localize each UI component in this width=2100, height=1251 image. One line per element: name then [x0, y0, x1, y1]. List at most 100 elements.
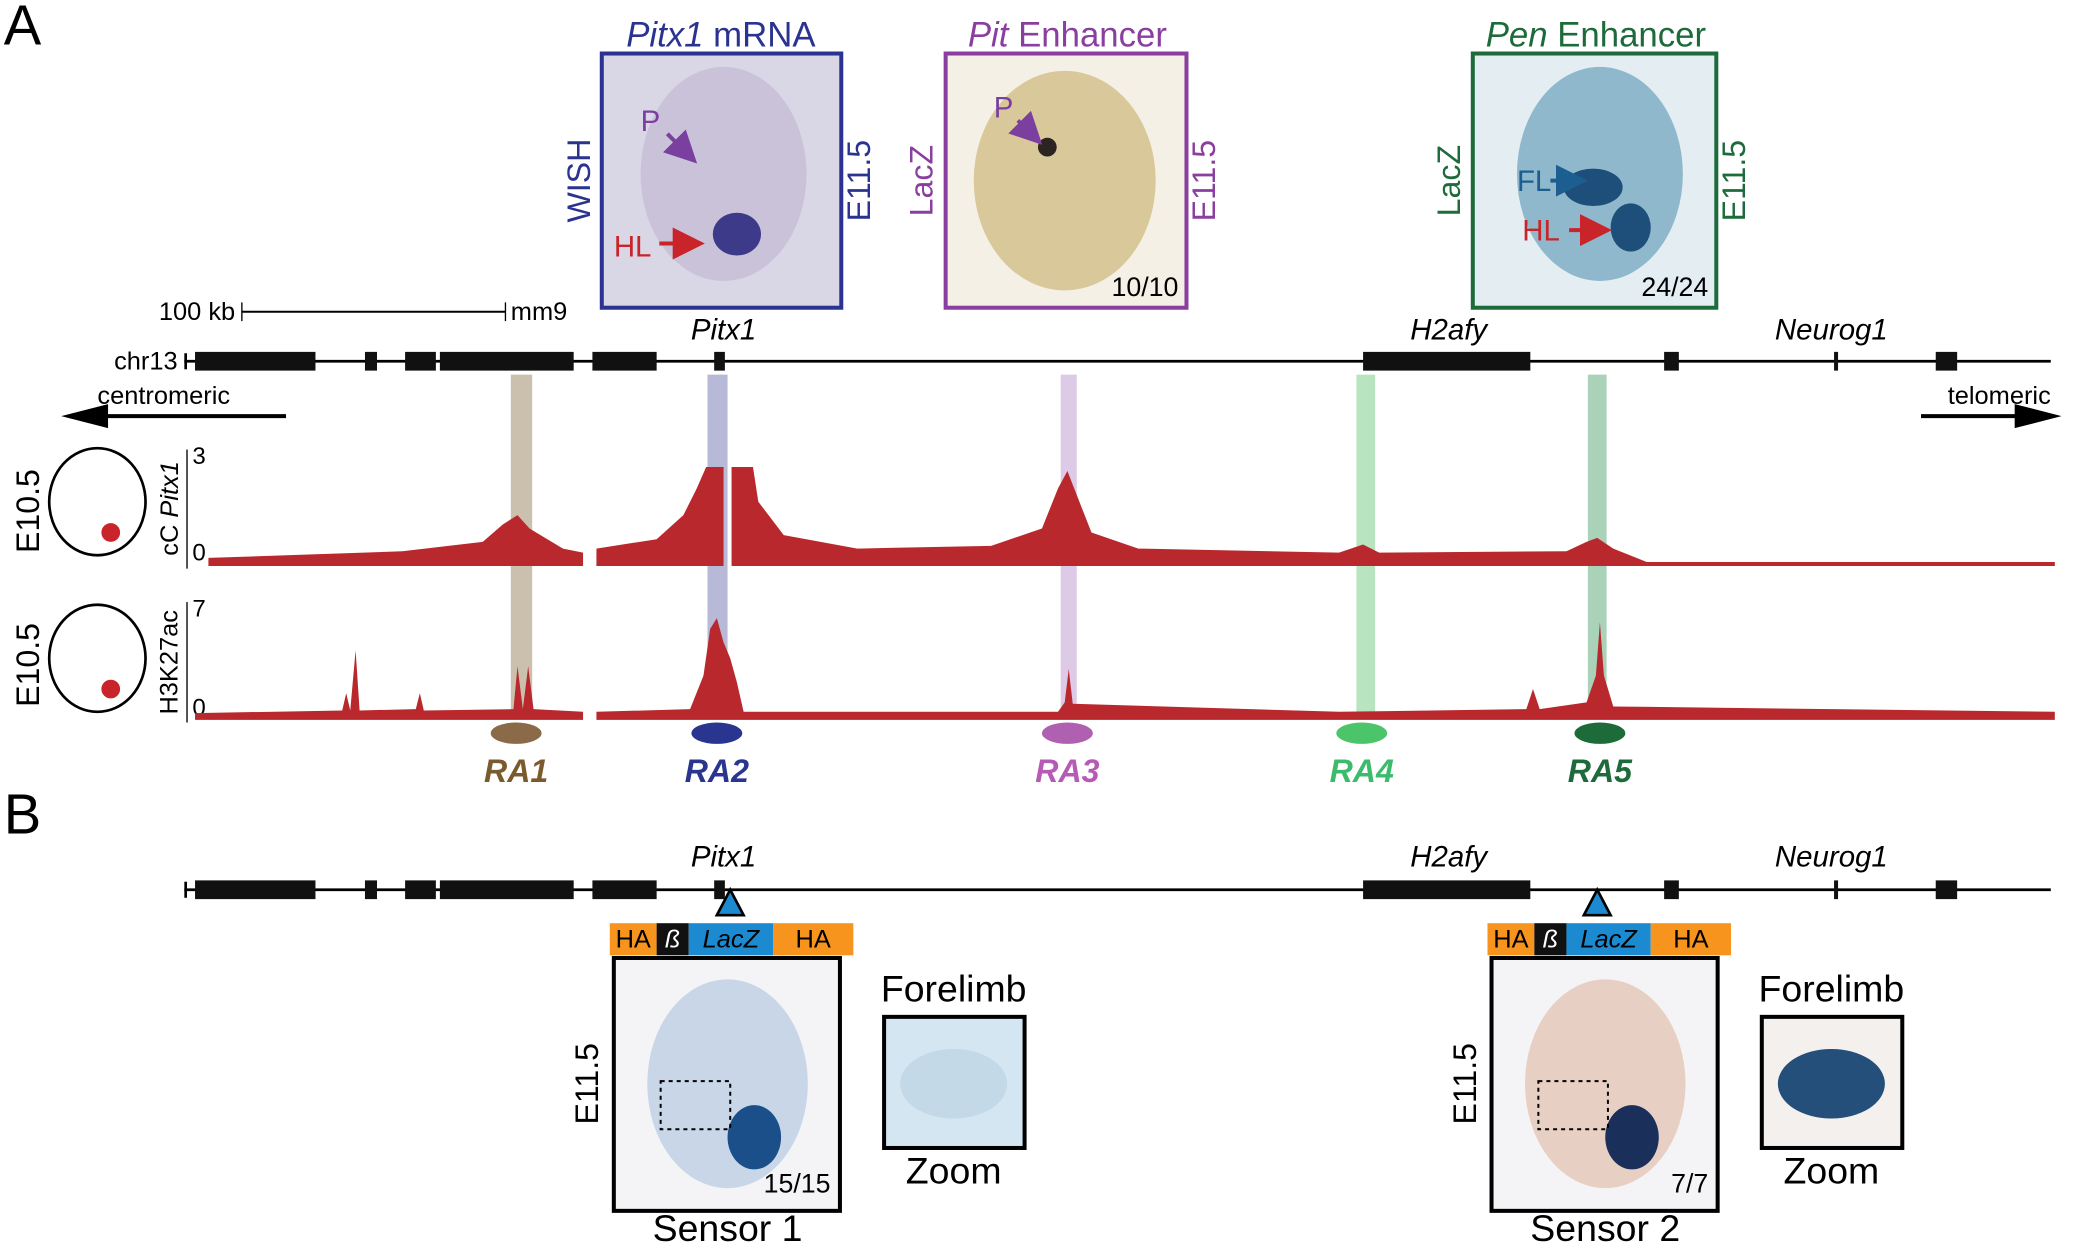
- gene-track: [184, 880, 2051, 900]
- gene-block: [1935, 880, 1958, 900]
- embryo: [1524, 979, 1686, 1189]
- image-title: Pit Enhancer: [968, 17, 1167, 55]
- stain: [1610, 203, 1651, 252]
- direction-label: telomeric: [1948, 382, 2051, 410]
- arrow: [663, 129, 698, 164]
- gene-label: Pitx1: [691, 841, 756, 874]
- embryo-icon: [101, 523, 121, 542]
- title-text: Enhancer: [1548, 17, 1706, 55]
- panel-label: A: [4, 0, 42, 56]
- title-italic: Pitx1: [626, 17, 703, 55]
- arrow-label: FL: [1517, 165, 1551, 198]
- gene-block: [592, 880, 657, 900]
- gene-label: H2afy: [1410, 314, 1489, 347]
- insertion-site: [714, 886, 746, 917]
- count: 24/24: [1641, 272, 1708, 302]
- construct-part: [688, 923, 774, 956]
- direction-arrow: [2014, 404, 2062, 429]
- gene-block: [405, 351, 436, 371]
- region-band: [1356, 374, 1376, 716]
- side-label: LacZ: [904, 145, 940, 216]
- track-tick: 3: [192, 443, 205, 470]
- image-panel: Pen Enhancer LacZ E11.5 FL HL 24/24: [1431, 17, 1752, 310]
- stain: [1605, 1105, 1659, 1170]
- title-italic: Pit: [968, 17, 1010, 55]
- stain: [727, 1105, 782, 1170]
- region-marker: [1574, 722, 1626, 744]
- track: E10.5 H3K27ac 7 0: [10, 595, 2055, 723]
- region-label: RA3: [1035, 753, 1099, 789]
- arrow-label: P: [641, 105, 661, 138]
- sensor-name: Sensor 2: [1530, 1207, 1680, 1249]
- title-text: Enhancer: [1008, 17, 1166, 55]
- gene-block: [1363, 351, 1531, 371]
- arrow-label: HL: [614, 231, 652, 264]
- zoom-limb: [900, 1048, 1008, 1119]
- construct-label: ß: [665, 925, 681, 953]
- construct-part: [1534, 923, 1567, 956]
- embryo: [640, 66, 807, 281]
- gene-label: H2afy: [1410, 841, 1489, 874]
- construct-label: ß: [1543, 925, 1559, 953]
- stage-label: E10.5: [10, 469, 46, 553]
- construct-part: [609, 923, 657, 956]
- side-label: WISH: [561, 139, 597, 223]
- arrow-label: HL: [1522, 215, 1560, 248]
- region-label: RA5: [1568, 753, 1633, 789]
- assembly-label: mm9: [511, 298, 567, 326]
- chromosome-label: chr13: [114, 347, 178, 375]
- side-label: LacZ: [1431, 145, 1467, 216]
- construct-part: [1650, 923, 1732, 956]
- gene-block: [195, 880, 316, 900]
- gene-track: [184, 351, 2051, 371]
- signal: [208, 466, 2055, 566]
- zoom-label: Zoom: [1783, 1149, 1879, 1191]
- title-italic: Pen: [1486, 17, 1548, 55]
- embryo-icon: [101, 679, 121, 699]
- direction-arrow: [61, 404, 109, 429]
- gene-block: [405, 880, 436, 900]
- zoom-title: Forelimb: [1759, 967, 1905, 1009]
- zoom-box: [659, 1080, 732, 1131]
- panel-label: B: [4, 783, 41, 846]
- gene-label: Neurog1: [1775, 841, 1888, 874]
- side-label: E11.5: [1186, 140, 1222, 222]
- insertion-site: [1581, 886, 1613, 917]
- gene-block: [439, 880, 574, 900]
- construct-label: HA: [1493, 925, 1528, 953]
- stain: [1563, 168, 1623, 207]
- gene-block: [1664, 351, 1679, 371]
- construct-label: LacZ: [1580, 925, 1638, 953]
- gene-block: [1834, 351, 1839, 371]
- construct-part: [1487, 923, 1535, 956]
- gene-block: [364, 351, 378, 371]
- count: 15/15: [764, 1169, 831, 1199]
- embryo-icon: [47, 446, 147, 557]
- image-title: Pen Enhancer: [1486, 17, 1706, 55]
- construct-part: [656, 923, 689, 956]
- embryo: [647, 979, 808, 1189]
- gene-label: Neurog1: [1775, 314, 1888, 347]
- zoom-limb: [1777, 1048, 1885, 1119]
- construct-part: [773, 923, 854, 956]
- gene-block: [714, 880, 725, 900]
- scale-label: 100 kb: [159, 298, 235, 326]
- stage-label: E10.5: [10, 623, 46, 707]
- region-label: RA2: [685, 753, 749, 789]
- zoom-label: Zoom: [906, 1149, 1002, 1191]
- side-label: E11.5: [1716, 140, 1752, 222]
- arrow-label: P: [994, 91, 1014, 124]
- construct-part: [1566, 923, 1651, 956]
- direction-label: centromeric: [97, 382, 230, 410]
- sensors: HA ß LacZ HA E11.5 15/15 Sensor 1 Forelimb Zoom H…: [569, 923, 1905, 1249]
- image-panel: Pitx1 mRNA WISH E11.5 P HL: [561, 17, 877, 310]
- gene-block: [439, 351, 574, 371]
- regions: RA1 RA2 RA3 RA4 RA5: [484, 722, 1633, 789]
- signal: [195, 618, 2055, 720]
- gene-block: [364, 880, 378, 900]
- embryo-icon: [47, 603, 147, 714]
- region-marker: [691, 722, 743, 744]
- track-tick: 7: [192, 595, 205, 622]
- track-label-text: cC: [156, 518, 184, 556]
